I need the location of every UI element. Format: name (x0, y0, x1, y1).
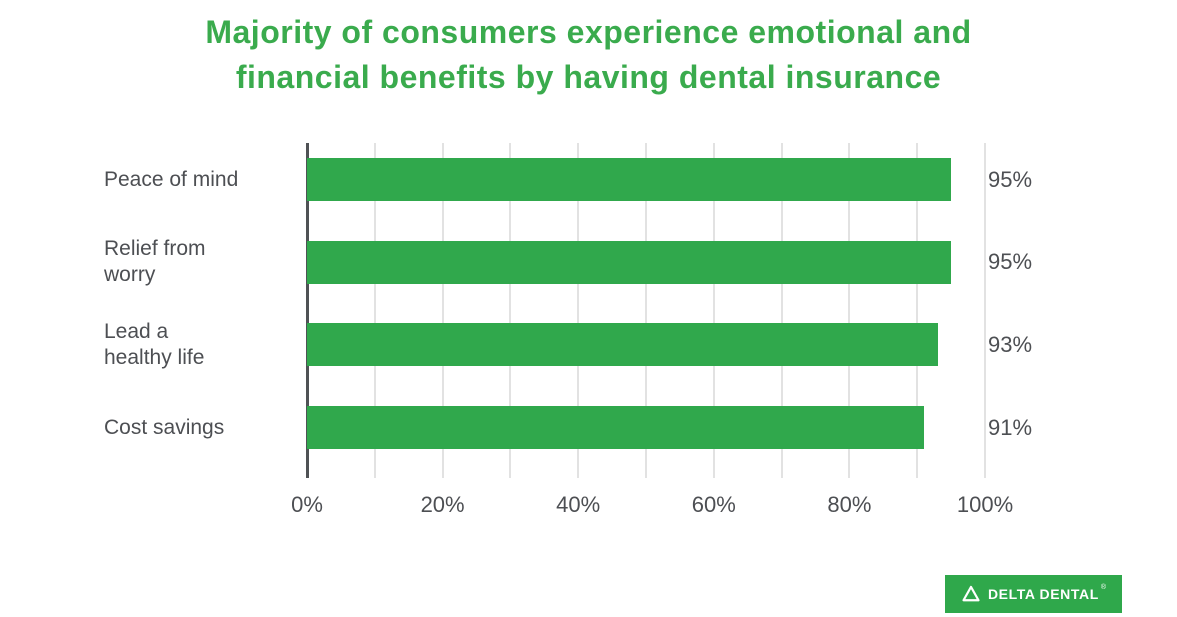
category-label: Relief from worry (104, 237, 289, 286)
registered-trademark-symbol: ® (1100, 584, 1107, 591)
gridline (780, 143, 783, 478)
x-tick-label: 60% (691, 492, 736, 517)
value-label: 95% (988, 166, 1033, 192)
category-label-line: healthy life (104, 345, 205, 369)
bar (307, 240, 952, 284)
gridline (373, 143, 376, 478)
x-tick-label: 20% (420, 492, 465, 517)
gridline (441, 143, 444, 478)
chart-title-line2: financial benefits by having dental insu… (235, 59, 942, 95)
delta-triangle-icon (962, 585, 980, 602)
category-label-line: Relief from (104, 237, 206, 261)
delta-dental-logo: DELTA DENTAL ® (945, 575, 1122, 613)
category-label-line: worry (104, 263, 156, 287)
category-label: Cost savings (104, 406, 289, 449)
x-tick-label: 100% (956, 492, 1014, 517)
logo-brand-text: DELTA DENTAL (987, 586, 1099, 602)
category-label-line: Lead a (104, 319, 169, 343)
gridline (848, 143, 851, 478)
gridline (577, 143, 580, 478)
bar (307, 406, 924, 450)
value-label: 91% (988, 414, 1033, 440)
x-tick-label: 80% (827, 492, 872, 517)
category-label: Peace of mind (104, 158, 289, 201)
category-label-line: Cost savings (104, 415, 225, 439)
value-label: 95% (988, 249, 1033, 275)
gridline (645, 143, 647, 478)
category-label: Lead a healthy life (104, 320, 289, 369)
bar (307, 158, 952, 201)
category-label-line: Peace of mind (104, 167, 239, 191)
value-label: 93% (988, 331, 1033, 357)
bar (307, 323, 938, 367)
chart-title: Majority of consumers experience emotion… (0, 10, 1177, 100)
y-axis-line (306, 143, 309, 478)
gridline (916, 143, 919, 478)
x-tick-label: 40% (556, 492, 601, 517)
gridline (509, 143, 512, 478)
x-tick-label: 0% (291, 492, 323, 517)
chart-title-line1: Majority of consumers experience emotion… (205, 14, 972, 50)
gridline (712, 143, 715, 478)
gridline (984, 143, 986, 478)
